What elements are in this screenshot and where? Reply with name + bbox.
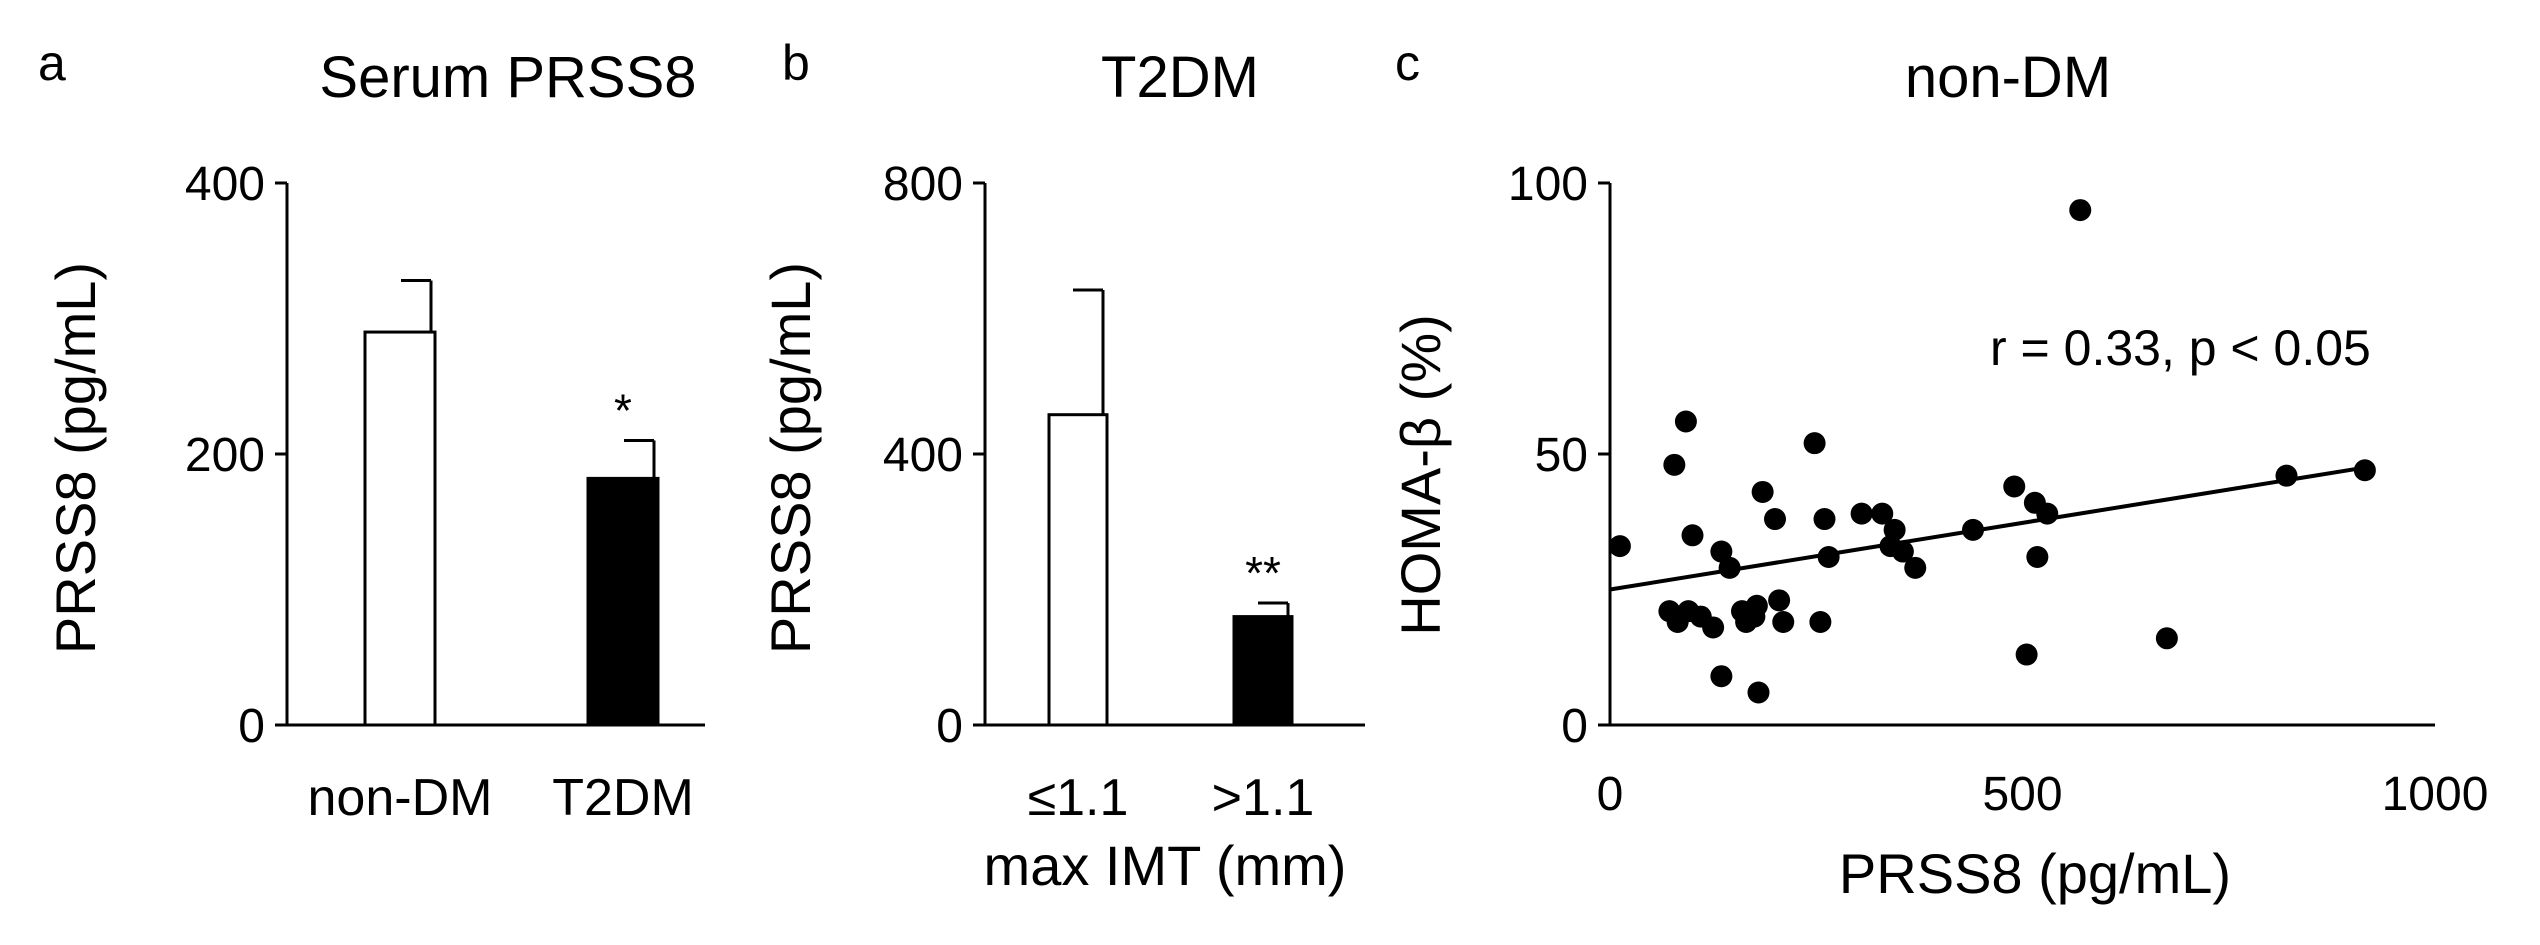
panel-c-data-point — [2003, 475, 2026, 498]
panel-a-category-label: non-DM — [308, 769, 493, 827]
panel-c-data-point — [1764, 508, 1786, 531]
panel-c-data-point — [2015, 643, 2038, 666]
panel-c-data-point — [1904, 556, 1927, 579]
panel-a-y-ticks: 0 200 400 — [185, 158, 287, 753]
panel-c-data-point — [1891, 540, 1914, 563]
panel-b-x-axis-label: max IMT (mm) — [984, 834, 1347, 897]
panel-c-data-point — [1772, 611, 1795, 634]
panel-b-significance-mark: ** — [1245, 547, 1281, 599]
panel-a-y-tick-label: 0 — [238, 700, 265, 753]
panel-c-data-point — [2155, 627, 2178, 650]
panel-c-points — [1608, 199, 2376, 704]
panel-c-x-ticks: 0 500 1000 — [1597, 768, 2489, 821]
panel-c-data-point — [1745, 594, 1768, 617]
panel-c-data-point — [2069, 199, 2092, 222]
panel-c-x-tick-label: 0 — [1597, 768, 1624, 821]
panel-c-data-point — [2353, 459, 2376, 482]
panel-a-bars: non-DM T2DM * — [308, 279, 694, 827]
panel-b-bar — [1232, 615, 1294, 727]
panel-c-x-axis-label: PRSS8 (pg/mL) — [1839, 842, 2231, 905]
panel-c-data-point — [1803, 432, 1826, 455]
panel-a-category-label: T2DM — [552, 769, 694, 827]
panel-b-bars: ≤1.1 >1.1 ** — [1028, 288, 1315, 827]
panel-c-y-tick-label: 0 — [1561, 700, 1588, 753]
panel-a: a Serum PRSS8 PRSS8 (pg/mL) 0 200 400 non-… — [38, 35, 705, 827]
panel-c-data-point — [1663, 453, 1686, 476]
panel-b-y-tick-label: 0 — [936, 700, 963, 753]
panel-b-y-tick-label: 400 — [883, 429, 963, 482]
panel-c-y-ticks: 0 50 100 — [1508, 158, 1610, 753]
panel-b-y-ticks: 0 400 800 — [883, 158, 985, 753]
panel-a-y-tick-label: 400 — [185, 158, 265, 211]
panel-c-fit — [1609, 465, 2366, 592]
panel-b-y-tick-label: 800 — [883, 158, 963, 211]
panel-c-data-point — [1751, 480, 1774, 503]
panel-c-y-axis-label: HOMA-β (%) — [1389, 314, 1452, 636]
panel-c-data-point — [1809, 611, 1832, 634]
panel-a-y-tick-label: 200 — [185, 429, 265, 482]
panel-b-category-label: >1.1 — [1212, 769, 1315, 827]
panel-a-bar — [363, 330, 437, 727]
panel-b-title: T2DM — [1101, 45, 1259, 110]
panel-c-data-point — [1710, 665, 1733, 688]
panel-c-data-point — [1871, 502, 1894, 525]
panel-b-letter: b — [782, 35, 810, 91]
panel-c-data-point — [1813, 508, 1836, 531]
panel-c-data-point — [1608, 535, 1631, 558]
panel-a-letter: a — [38, 35, 66, 91]
panel-c-x-tick-label: 1000 — [2382, 768, 2489, 821]
panel-c-data-point — [1674, 410, 1697, 433]
panel-c-y-tick-label: 100 — [1508, 158, 1588, 211]
panel-a-bar — [586, 476, 660, 727]
panel-a-significance-mark: * — [614, 384, 632, 436]
panel-b: b T2DM PRSS8 (pg/mL) max IMT (mm) 0 400 80… — [759, 35, 1365, 897]
panel-c-regression-line — [1609, 465, 2366, 592]
panel-c-data-point — [2026, 545, 2049, 568]
panel-c-title: non-DM — [1905, 45, 2111, 110]
panel-b-bar — [1047, 413, 1109, 727]
panel-c-y-tick-label: 50 — [1535, 429, 1588, 482]
panel-c: c non-DM HOMA-β (%) PRSS8 (pg/mL) 0 50 100… — [1389, 35, 2488, 905]
panel-c-data-point — [1747, 681, 1770, 704]
panel-c-data-point — [1718, 556, 1741, 579]
panel-c-data-point — [1681, 524, 1704, 547]
panel-c-data-point — [1850, 502, 1873, 525]
panel-a-title: Serum PRSS8 — [319, 45, 696, 110]
panel-c-data-point — [1768, 589, 1791, 612]
panel-c-data-point — [1702, 616, 1725, 639]
panel-b-category-label: ≤1.1 — [1028, 769, 1129, 827]
panel-c-letter: c — [1395, 35, 1420, 91]
panel-b-y-axis-label: PRSS8 (pg/mL) — [759, 262, 822, 654]
panel-c-correlation-annotation: r = 0.33, p < 0.05 — [1990, 320, 2371, 376]
panel-c-x-tick-label: 500 — [1982, 768, 2062, 821]
panel-c-data-point — [1710, 540, 1733, 563]
panel-a-y-axis-label: PRSS8 (pg/mL) — [44, 262, 107, 654]
panel-c-data-point — [1883, 518, 1906, 541]
